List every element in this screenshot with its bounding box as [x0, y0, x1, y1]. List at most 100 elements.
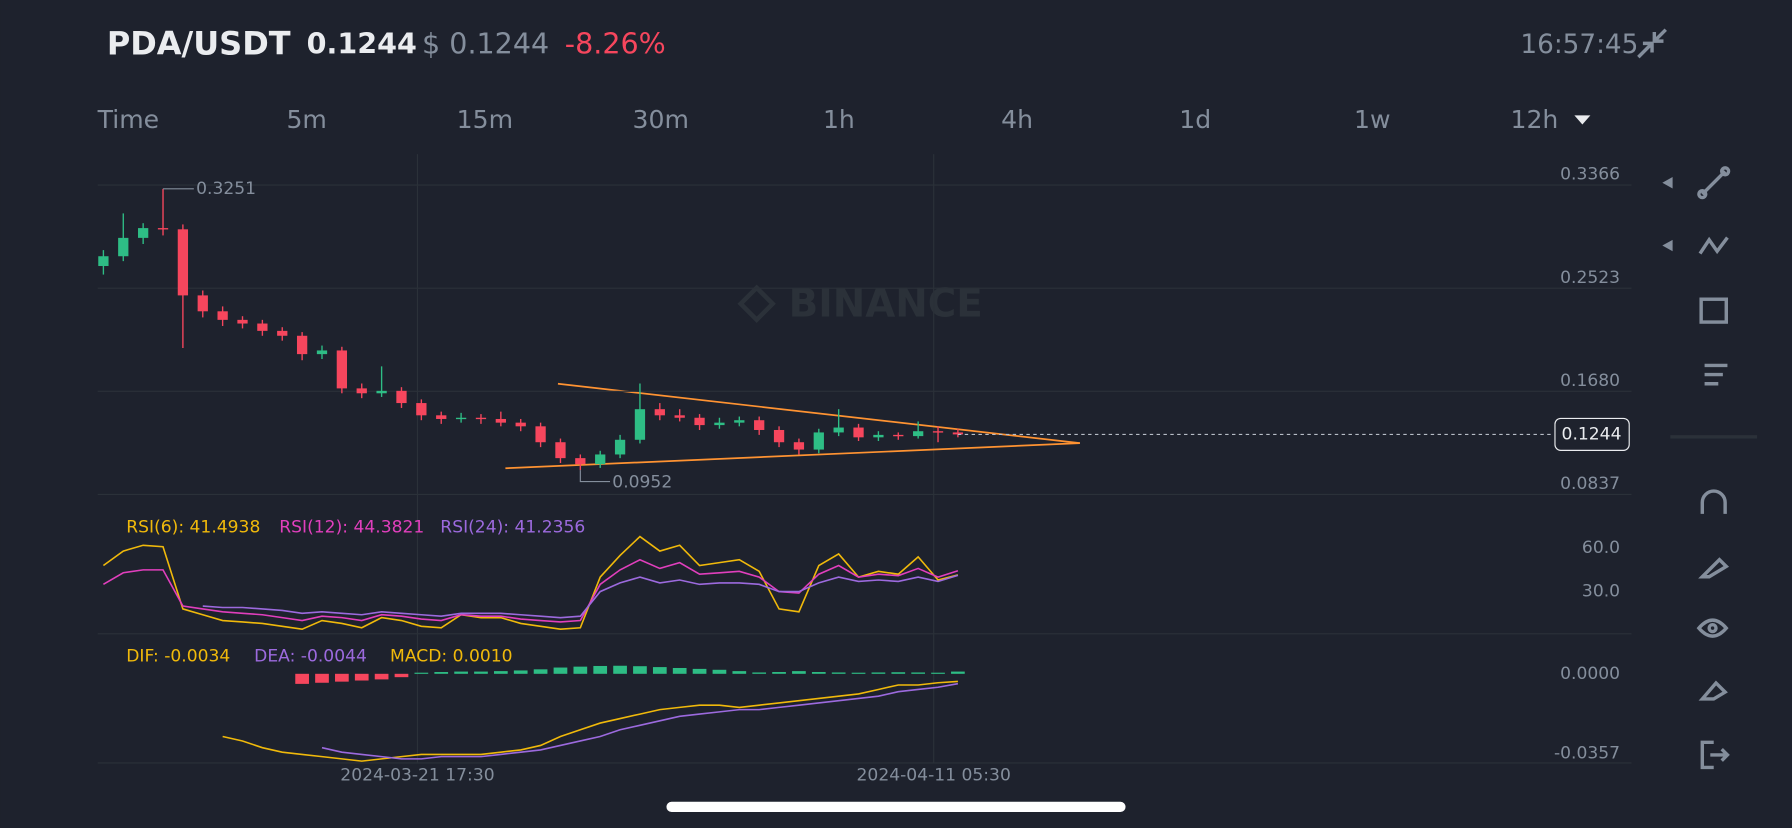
- y-tick-label: 30.0: [1582, 582, 1620, 602]
- candle-body: [495, 418, 506, 423]
- home-indicator: [666, 801, 1126, 813]
- candle-body: [853, 427, 864, 438]
- candle-body: [813, 432, 824, 450]
- candle-body: [535, 426, 546, 443]
- macd-bar: [732, 671, 747, 674]
- macd-bar: [672, 667, 687, 674]
- macd-bar: [811, 672, 826, 674]
- macd-bar: [295, 673, 309, 684]
- candle-body: [913, 431, 924, 437]
- candle-body: [197, 295, 208, 312]
- macd-bar: [573, 666, 588, 674]
- timeframe-tab[interactable]: 1h: [823, 105, 855, 134]
- timeframe-tab[interactable]: 30m: [633, 105, 689, 134]
- macd-bar: [951, 671, 965, 674]
- candle-body: [654, 409, 665, 416]
- candle-body: [952, 432, 964, 435]
- timeframe-tab[interactable]: Time: [97, 105, 159, 134]
- macd-bar: [772, 672, 786, 674]
- macd-bar: [851, 672, 866, 674]
- clock: 16:57:45: [1520, 30, 1638, 60]
- candle-body: [754, 420, 765, 430]
- macd-bar: [434, 672, 449, 674]
- candle-body: [634, 409, 646, 440]
- macd-bar: [633, 666, 647, 674]
- candle-body: [98, 256, 109, 267]
- macd-bar: [394, 673, 409, 678]
- macd-bar: [315, 673, 329, 683]
- dropdown-arrow[interactable]: [1574, 115, 1591, 125]
- macd-bar: [752, 672, 767, 674]
- y-tick-label: -0.0357: [1554, 744, 1620, 764]
- candle-body: [475, 417, 487, 420]
- macd-bar: [712, 669, 727, 674]
- candle-body: [734, 420, 745, 423]
- price: 0.1244: [307, 27, 417, 61]
- candle-body: [157, 228, 169, 230]
- legend-label: RSI(24): 41.2356: [440, 518, 585, 538]
- candle-body: [237, 319, 248, 324]
- min-label: 0.0952: [612, 473, 672, 493]
- pair: PDA/USDT: [107, 25, 291, 63]
- candle-body: [376, 390, 387, 394]
- candle-body: [336, 350, 348, 389]
- candle-body: [118, 237, 129, 257]
- candle-body: [833, 427, 844, 433]
- macd-bar: [652, 667, 667, 674]
- macd-bar: [613, 665, 627, 674]
- macd-bar: [454, 671, 468, 674]
- macd-bar: [792, 671, 806, 674]
- candle-body: [575, 458, 586, 465]
- macd-bar: [553, 667, 568, 674]
- toolbar[interactable]: [1662, 166, 1758, 770]
- candle-body: [873, 434, 884, 438]
- candle-body: [416, 403, 427, 416]
- candle-body: [455, 417, 467, 420]
- min-marker: [579, 470, 611, 483]
- candle-body: [793, 442, 805, 450]
- candle-body: [396, 390, 407, 404]
- macd-bar: [911, 672, 926, 674]
- candle-body: [356, 388, 367, 394]
- macd-bar: [414, 672, 429, 674]
- indicator-line: [321, 682, 959, 760]
- x-label: 2024-03-21 17:30: [340, 765, 494, 785]
- usd-price: $ 0.1244: [422, 27, 549, 61]
- timeframe-tab[interactable]: 12h: [1510, 105, 1558, 134]
- candle-body: [217, 311, 228, 320]
- candle-body: [773, 429, 785, 443]
- timeframe-tab[interactable]: 4h: [1001, 105, 1033, 134]
- y-tick-label: 0.1680: [1560, 371, 1620, 391]
- collapse-icon[interactable]: [1637, 28, 1667, 59]
- candle-body: [714, 422, 725, 426]
- y-tick-label: 0.0837: [1560, 474, 1620, 494]
- candle-body: [694, 417, 705, 426]
- x-label: 2024-04-11 05:30: [857, 765, 1011, 785]
- legend-label: DIF: -0.0034: [126, 647, 230, 667]
- candle-body: [138, 228, 149, 238]
- watermark: BINANCE: [789, 282, 983, 327]
- macd-bar: [871, 672, 886, 674]
- timeframe-tab[interactable]: 1w: [1354, 105, 1391, 134]
- candle-body: [614, 439, 626, 455]
- legend-label: DEA: -0.0044: [254, 647, 367, 667]
- candle-body: [436, 415, 447, 419]
- last-price-box: [1554, 417, 1630, 451]
- indicator-line: [222, 680, 958, 762]
- last-price-label: 0.1244: [1562, 424, 1622, 444]
- candle-body: [555, 442, 566, 459]
- timeframe-tab[interactable]: 5m: [286, 105, 326, 134]
- timeframe-tab[interactable]: 1d: [1179, 105, 1211, 134]
- candle-body: [515, 422, 526, 427]
- timeframe-tab[interactable]: 15m: [457, 105, 513, 134]
- macd-bar: [593, 665, 608, 674]
- y-tick-label: 60.0: [1582, 538, 1620, 558]
- macd-bar: [891, 672, 906, 674]
- candle-body: [932, 431, 944, 433]
- y-tick-label: 0.0000: [1560, 664, 1620, 684]
- candle-body: [893, 434, 904, 437]
- y-tick-label: 0.2523: [1560, 268, 1620, 288]
- macd-bar: [354, 673, 369, 681]
